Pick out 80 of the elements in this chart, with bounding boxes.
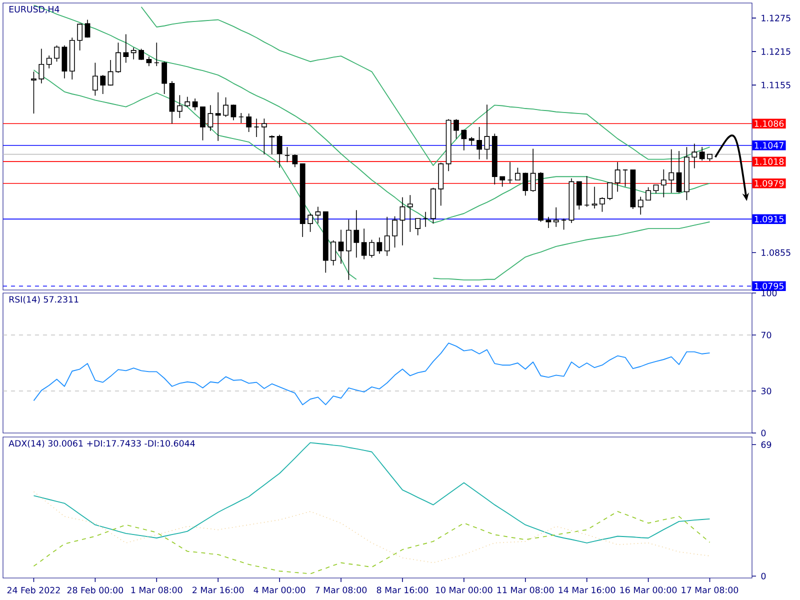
y-tick-label: 1.1275 [762, 14, 790, 22]
candlestick [546, 216, 552, 228]
chart-title: ADX(14) 30.0061 +DI:17.7433 -DI:10.6044 [8, 440, 195, 448]
x-tick-label: 7 Mar 08:00 [316, 586, 367, 594]
candlestick [660, 168, 666, 198]
candlestick [614, 162, 620, 192]
x-tick-label: 17 Mar 08:00 [682, 586, 738, 594]
candlestick [62, 45, 68, 79]
x-tick-label: 10 Mar 00:00 [436, 586, 492, 594]
candlestick [276, 134, 282, 168]
candlestick [192, 98, 198, 111]
candlestick [69, 37, 75, 80]
ref-line-label: 1.0795 [754, 282, 784, 290]
x-tick-label: 4 Mar 00:00 [254, 586, 306, 594]
candlestick [123, 34, 129, 64]
candlestick [692, 143, 698, 169]
y-tick-label: 30 [761, 388, 772, 394]
x-tick-label: 28 Feb 00:00 [67, 586, 124, 594]
x-tick-label: 1 Mar 08:00 [131, 586, 182, 594]
candlestick [38, 48, 44, 84]
candlestick [230, 104, 236, 121]
candlestick [530, 148, 536, 192]
candlestick [292, 154, 298, 168]
candlestick [100, 74, 106, 94]
candlestick [254, 118, 260, 138]
candlestick [130, 47, 136, 60]
candlestick [169, 80, 175, 124]
x-tick-label: 2 Mar 16:00 [192, 586, 244, 594]
y-tick-label: 0 [761, 430, 766, 436]
candlestick [269, 134, 275, 155]
candlestick [446, 118, 452, 172]
candlestick [568, 178, 574, 224]
candlestick [354, 210, 360, 258]
ref-line-label: 1.0915 [754, 216, 784, 222]
x-tick-label: 14 Mar 16:00 [558, 586, 616, 594]
candlestick [108, 60, 114, 86]
x-tick-label: 11 Mar 08:00 [497, 586, 554, 594]
ref-line-label: 1.1086 [754, 120, 784, 127]
x-tick-label: 24 Feb 2022 [7, 586, 60, 594]
ref-line-label: 1.1047 [754, 142, 784, 149]
line-series [33, 342, 710, 406]
candlestick [638, 196, 644, 216]
candlestick [461, 130, 467, 151]
y-tick-label: 100 [762, 290, 777, 296]
candlestick [668, 148, 674, 194]
candlestick [507, 162, 513, 184]
candlestick [84, 19, 90, 38]
candlestick [376, 237, 382, 254]
candlestick [468, 136, 474, 146]
x-tick-label: 8 Mar 16:00 [376, 586, 428, 594]
y-tick-label: 1.0855 [762, 249, 790, 256]
candlestick [346, 219, 352, 280]
candlestick [522, 172, 528, 196]
candlestick [422, 211, 428, 228]
candlestick [361, 228, 367, 260]
candlestick [476, 126, 482, 160]
candlestick [184, 96, 190, 108]
candlestick [208, 104, 214, 132]
ref-line-label: 1.0979 [754, 180, 784, 187]
y-tick-label: 1.1155 [762, 82, 790, 88]
x-tick-label: 16 Mar 00:00 [620, 586, 677, 594]
y-tick-label: 1.1215 [762, 48, 790, 55]
candlestick [400, 196, 406, 246]
candlestick [154, 42, 160, 66]
y-tick-label: 70 [761, 332, 772, 338]
candlestick [553, 206, 559, 228]
candlestick [676, 150, 682, 194]
candlestick [384, 216, 390, 256]
candlestick [592, 186, 598, 209]
y-tick-label: 69 [761, 441, 772, 448]
candlestick [46, 55, 52, 69]
candlestick [699, 146, 705, 161]
candlestick [438, 162, 444, 206]
candlestick [215, 92, 221, 142]
ref-line-label: 1.1018 [754, 158, 784, 165]
candlestick [338, 229, 344, 264]
y-tick-label: 0 [761, 572, 766, 580]
line-series [33, 491, 710, 564]
chart-title: RSI(14) 57.2311 [9, 296, 78, 304]
candlestick [484, 104, 490, 160]
